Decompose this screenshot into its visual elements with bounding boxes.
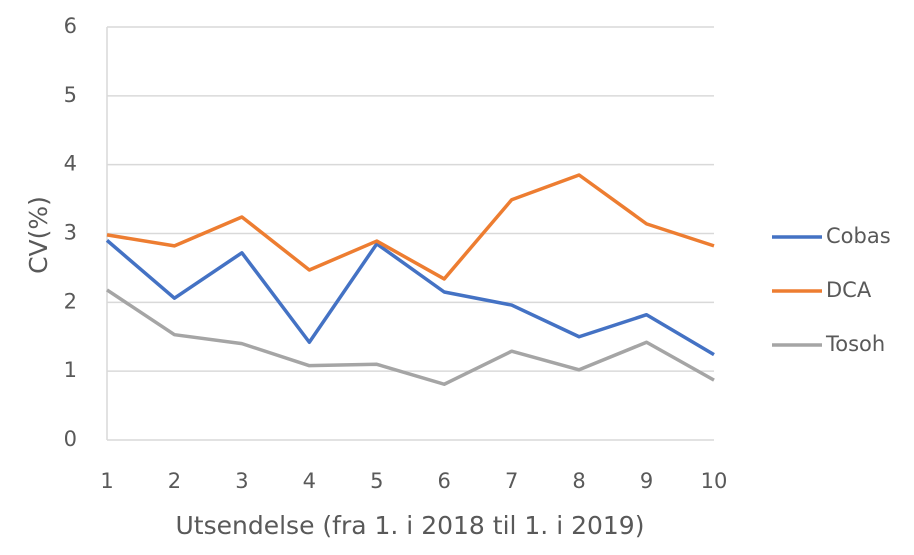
y-tick-label: 3 <box>64 221 77 245</box>
x-tick-label: 6 <box>438 469 451 493</box>
line-series <box>106 288 715 386</box>
x-tick-label: 2 <box>168 469 181 493</box>
y-tick-label: 4 <box>64 152 77 176</box>
y-tick-label: 0 <box>64 427 77 451</box>
x-tick-label: 4 <box>303 469 316 493</box>
line-series <box>105 239 715 357</box>
x-tick-label: 5 <box>370 469 383 493</box>
x-tick-label: 1 <box>100 469 113 493</box>
legend-label: Cobas <box>826 224 891 248</box>
y-tick-label: 2 <box>64 289 77 313</box>
x-tick-label: 9 <box>640 469 653 493</box>
legend-label: Tosoh <box>825 332 885 356</box>
y-axis-title: CV(%) <box>24 196 53 274</box>
y-tick-label: 6 <box>64 14 77 38</box>
line-series <box>106 173 715 281</box>
y-tick-label: 1 <box>64 358 77 382</box>
x-tick-label: 7 <box>505 469 518 493</box>
x-tick-label: 10 <box>701 469 728 493</box>
x-axis-title: Utsendelse (fra 1. i 2018 til 1. i 2019) <box>176 511 645 540</box>
y-tick-label: 5 <box>64 83 77 107</box>
x-tick-label: 3 <box>235 469 248 493</box>
x-tick-label: 8 <box>572 469 585 493</box>
legend-label: DCA <box>826 278 872 302</box>
